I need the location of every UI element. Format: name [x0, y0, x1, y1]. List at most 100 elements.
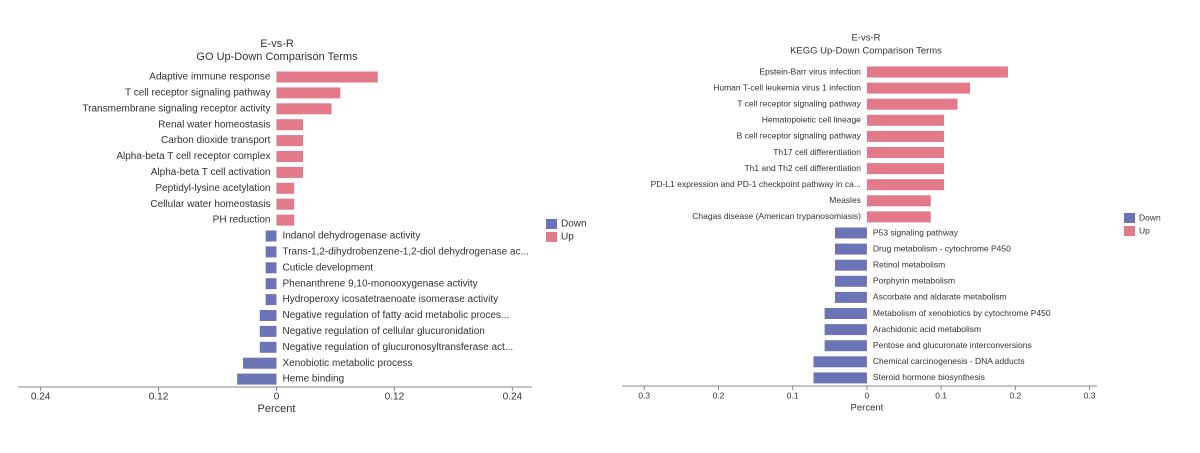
- legend-swatch: [546, 232, 557, 242]
- bar: [265, 262, 277, 274]
- legend-label: Up: [1139, 225, 1150, 235]
- bar: [237, 373, 277, 385]
- chart-title: E-vs-R: [851, 33, 880, 44]
- category-label: Retinol metabolism: [873, 259, 945, 269]
- category-label: Drug metabolism - cytochrome P450: [873, 243, 1011, 253]
- x-tick-label: 0.3: [638, 390, 650, 400]
- x-tick-label: 0.3: [1084, 390, 1096, 400]
- legend-label: Up: [561, 232, 574, 243]
- bar: [276, 87, 341, 99]
- category-label: Metabolism of xenobiotics by cytochrome …: [873, 308, 1051, 318]
- legend-swatch: [546, 219, 557, 229]
- x-axis-label: Percent: [851, 403, 884, 414]
- bar: [866, 82, 971, 94]
- legend-swatch: [1124, 213, 1135, 223]
- category-label: Renal water homeostasis: [158, 119, 270, 130]
- chart-subtitle: KEGG Up-Down Comparison Terms: [790, 46, 942, 57]
- category-label: Hydroperoxy icosatetraenoate isomerase a…: [282, 294, 498, 305]
- category-label: Heme binding: [282, 374, 344, 385]
- bar: [824, 324, 867, 336]
- bar: [265, 278, 277, 290]
- bar: [265, 230, 277, 242]
- bar: [276, 198, 295, 210]
- bar: [813, 372, 867, 384]
- category-label: Indanol dehydrogenase activity: [282, 231, 420, 242]
- category-label: Carbon dioxide transport: [161, 135, 271, 146]
- category-label: Adaptive immune response: [149, 72, 271, 83]
- bar: [259, 325, 277, 337]
- bar: [276, 135, 304, 147]
- x-axis-label: Percent: [258, 403, 296, 415]
- x-tick-label: 0.1: [787, 390, 799, 400]
- category-label: Measles: [829, 195, 861, 205]
- chart-subtitle: GO Up-Down Comparison Terms: [196, 51, 358, 63]
- category-label: Alpha-beta T cell receptor complex: [116, 151, 270, 162]
- bar: [835, 259, 867, 271]
- bar: [276, 166, 304, 178]
- category-label: P53 signaling pathway: [873, 227, 959, 237]
- category-label: Chemical carcinogenesis - DNA adducts: [873, 356, 1025, 366]
- bar: [835, 291, 867, 303]
- category-label: Ascorbate and aldarate metabolism: [873, 292, 1007, 302]
- bar: [276, 71, 378, 83]
- category-label: Peptidyl-lysine acetylation: [155, 183, 270, 194]
- category-label: B cell receptor signaling pathway: [737, 131, 862, 141]
- category-label: Trans-1,2-dihydrobenzene-1,2-diol dehydr…: [282, 247, 528, 258]
- bar: [866, 66, 1008, 78]
- category-label: Chagas disease (American trypanosomiasis…: [692, 211, 861, 221]
- bar: [866, 211, 931, 223]
- category-label: Porphyrin metabolism: [873, 276, 955, 286]
- x-tick-label: 0: [865, 390, 870, 400]
- bar: [835, 243, 867, 255]
- bar: [866, 147, 945, 158]
- bar: [866, 195, 931, 207]
- bar: [866, 98, 958, 110]
- x-tick-label: 0: [274, 392, 280, 403]
- x-tick-label: 0.2: [713, 390, 725, 400]
- legend-swatch: [1124, 226, 1135, 236]
- category-label: PD-L1 expression and PD-1 checkpoint pat…: [651, 179, 861, 189]
- bar: [243, 357, 277, 369]
- legend-label: Down: [1139, 212, 1161, 222]
- bar: [259, 341, 277, 353]
- category-label: Negative regulation of fatty acid metabo…: [282, 310, 509, 321]
- category-label: Cellular water homeostasis: [150, 199, 270, 210]
- category-label: Th1 and Th2 cell differentiation: [745, 163, 862, 173]
- x-tick-label: 0.24: [503, 392, 523, 403]
- category-label: Hematopoietic cell lineage: [762, 115, 861, 125]
- category-label: Negative regulation of glucuronosyltrans…: [282, 342, 513, 353]
- category-label: Epstein-Barr virus infection: [759, 66, 861, 76]
- bar: [276, 214, 295, 226]
- bar: [866, 163, 945, 175]
- category-label: Arachidonic acid metabolism: [873, 324, 981, 334]
- bar: [824, 308, 867, 319]
- bar: [265, 246, 277, 258]
- bar: [276, 151, 304, 162]
- bar: [824, 340, 867, 352]
- chart-title: E-vs-R: [260, 38, 294, 50]
- x-tick-label: 0.12: [385, 392, 405, 403]
- category-label: Xenobiotic metabolic process: [282, 358, 412, 369]
- bar: [276, 103, 332, 115]
- bar: [866, 130, 945, 142]
- x-tick-label: 0.12: [149, 392, 169, 403]
- bar: [813, 356, 867, 368]
- category-label: T cell receptor signaling pathway: [125, 88, 270, 99]
- category-label: Alpha-beta T cell activation: [151, 167, 271, 178]
- bar: [276, 119, 304, 131]
- bar: [259, 310, 277, 321]
- category-label: Pentose and glucuronate interconversions: [873, 340, 1032, 350]
- x-tick-label: 0.24: [31, 392, 51, 403]
- bar: [866, 114, 945, 126]
- bar: [265, 294, 277, 306]
- category-label: Cuticle development: [282, 262, 373, 273]
- category-label: Th17 cell differentiation: [773, 147, 861, 157]
- category-label: Negative regulation of cellular glucuron…: [282, 326, 484, 337]
- category-label: Transmembrane signaling receptor activit…: [82, 103, 270, 114]
- category-label: PH reduction: [213, 215, 271, 226]
- category-label: Steroid hormone biosynthesis: [873, 372, 985, 382]
- bar: [835, 227, 867, 239]
- bar: [276, 182, 295, 194]
- category-label: T cell receptor signaling pathway: [737, 98, 861, 108]
